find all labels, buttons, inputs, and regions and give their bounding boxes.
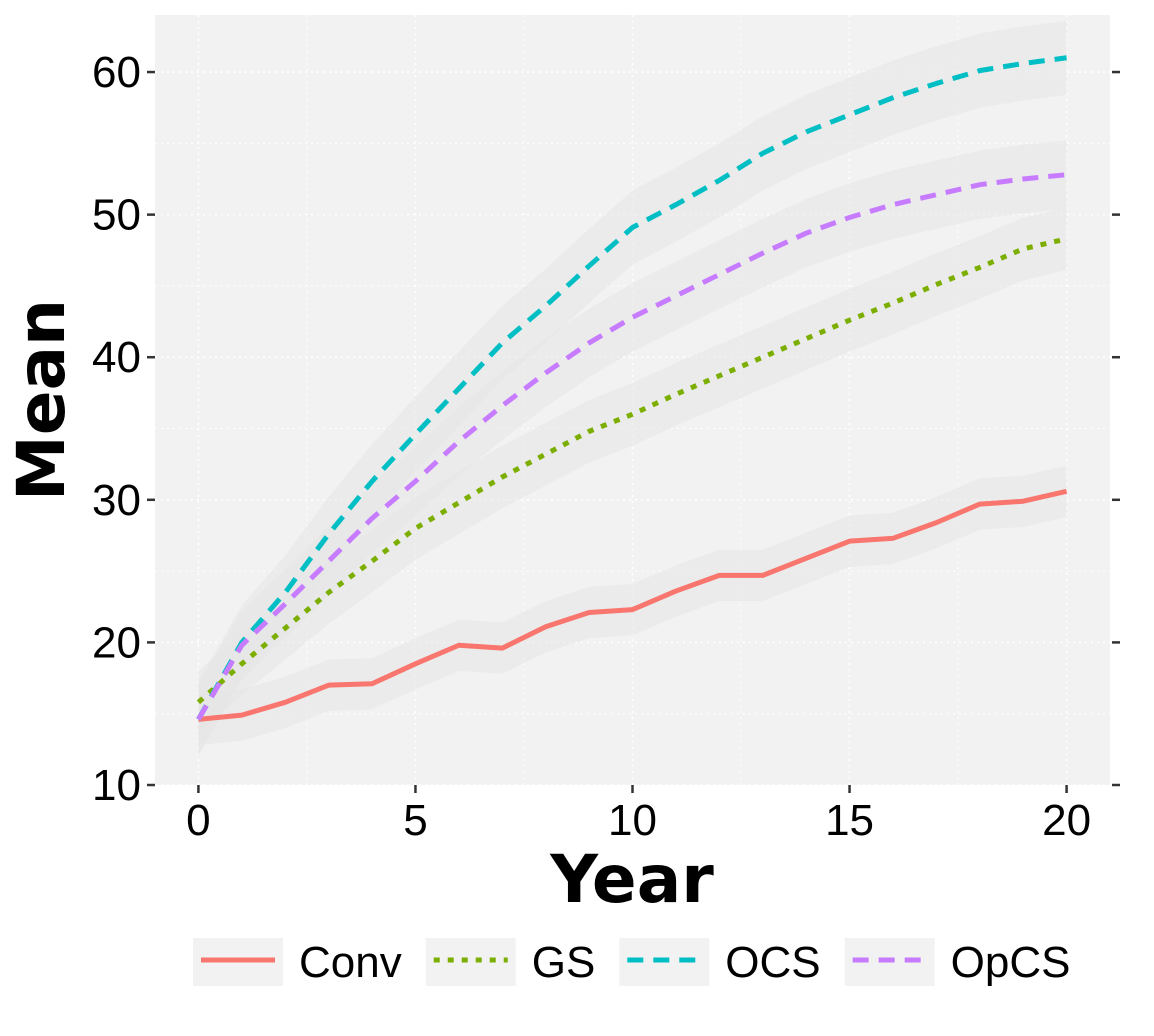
x-tick-label: 0	[186, 796, 210, 845]
x-tick-label: 15	[825, 796, 874, 845]
legend: Conv GS OCS OpCS	[193, 938, 1070, 987]
x-tick-label: 10	[608, 796, 657, 845]
confidence-bands	[198, 20, 1067, 757]
band-ocs	[198, 20, 1067, 757]
y-tick-label: 20	[92, 618, 141, 667]
y-tick-label: 30	[92, 476, 141, 525]
band-opcs	[198, 140, 1067, 754]
series-line-gs	[196, 236, 1068, 705]
legend-label-ocs: OCS	[725, 938, 820, 987]
y-tick-label: 10	[92, 761, 141, 810]
legend-key-gs	[425, 938, 516, 986]
legend-label-conv: Conv	[299, 938, 402, 987]
series-lines	[196, 55, 1068, 722]
y-tick-label: 40	[92, 333, 141, 382]
y-tick-label: 60	[92, 48, 141, 97]
band-conv	[198, 465, 1067, 746]
legend-label-opcs: OpCS	[951, 938, 1071, 987]
series-line-opcs	[196, 172, 1067, 721]
x-tick-label: 5	[403, 796, 427, 845]
x-tick-label: 20	[1042, 796, 1091, 845]
x-axis-title: Year	[549, 841, 714, 918]
series-line-conv	[198, 488, 1068, 722]
band-gs	[198, 207, 1067, 734]
series-line-ocs	[196, 55, 1067, 721]
y-axis-title: Mean	[3, 299, 80, 501]
legend-label-gs: GS	[532, 938, 596, 987]
axes: 10 20 30 40 50 60 0 5 10 15 20	[92, 48, 1120, 845]
y-tick-label: 50	[92, 191, 141, 240]
